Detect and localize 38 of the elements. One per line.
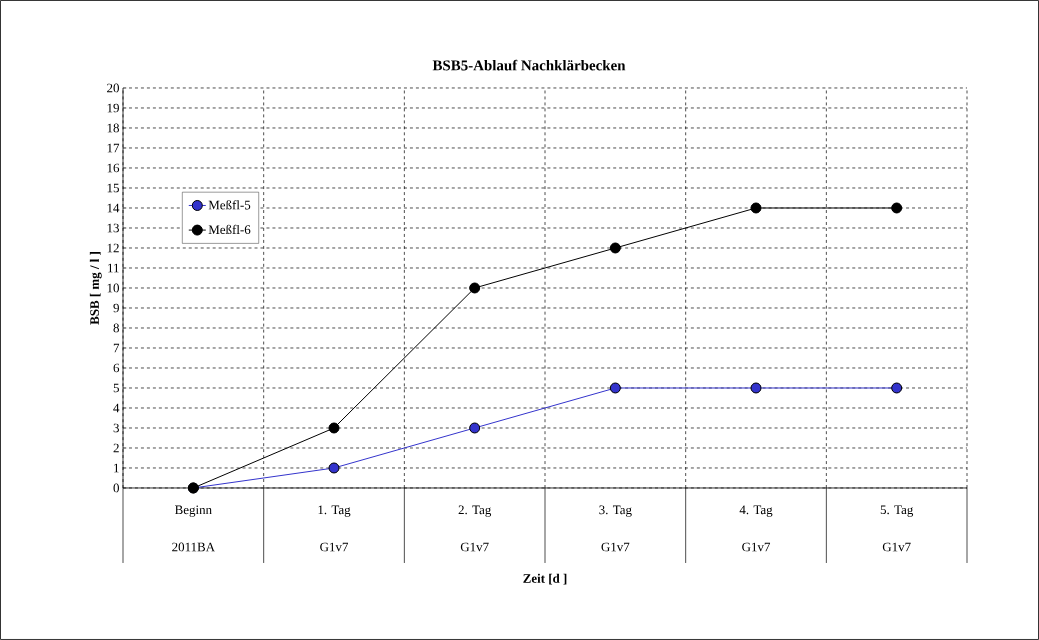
text: G1v7 — [601, 542, 630, 552]
legend-label: Meßfl-6 — [208, 224, 251, 235]
y-tick-label: 3 — [113, 423, 119, 433]
y-tick-label: 19 — [107, 103, 119, 113]
text: G1v7 — [882, 542, 911, 552]
x-tick-label: 5. Tag — [880, 505, 914, 517]
y-tick-label: 1 — [114, 463, 119, 473]
y-tick-label: 5 — [113, 383, 119, 393]
y-tick-label: 9 — [113, 303, 119, 313]
y-tick-label: 12 — [107, 243, 119, 253]
y-tick-label: 17 — [107, 143, 120, 153]
chart-title: BSB5-Ablauf Nachklärbecken — [432, 59, 626, 71]
text: G1v7 — [320, 542, 349, 552]
y-tick-label: 2 — [113, 443, 119, 453]
x-tick-label: Beginn — [175, 505, 212, 517]
y-tick-label: 11 — [108, 263, 119, 273]
y-tick-label: 0 — [113, 483, 119, 493]
y-tick-label: 20 — [107, 83, 119, 93]
y-tick-label: 13 — [107, 223, 119, 233]
x-tick-label: 3. Tag — [599, 505, 632, 517]
y-tick-label: 18 — [107, 123, 119, 133]
x-tick-label: 1. Tag — [318, 505, 351, 517]
y-tick-label: 8 — [113, 323, 119, 333]
y-tick-label: 10 — [107, 283, 119, 293]
text: 2011BA — [172, 542, 215, 552]
text: G1v7 — [460, 542, 489, 552]
y-tick-label: 4 — [113, 403, 120, 413]
x-tick-label: 4. Tag — [739, 505, 773, 517]
y-tick-label: 7 — [113, 343, 120, 353]
y-axis-title: BSB [ mg / l ] — [89, 252, 102, 325]
x-tick-label: 2. Tag — [458, 505, 492, 517]
legend-label: Meßfl-5 — [208, 200, 251, 210]
text: G1v7 — [742, 542, 771, 552]
x-axis-title: Zeit [d ] — [523, 573, 567, 585]
y-tick-label: 15 — [107, 183, 119, 193]
y-tick-label: 6 — [113, 363, 120, 373]
y-tick-label: 16 — [107, 163, 120, 173]
y-tick-label: 14 — [107, 203, 120, 213]
